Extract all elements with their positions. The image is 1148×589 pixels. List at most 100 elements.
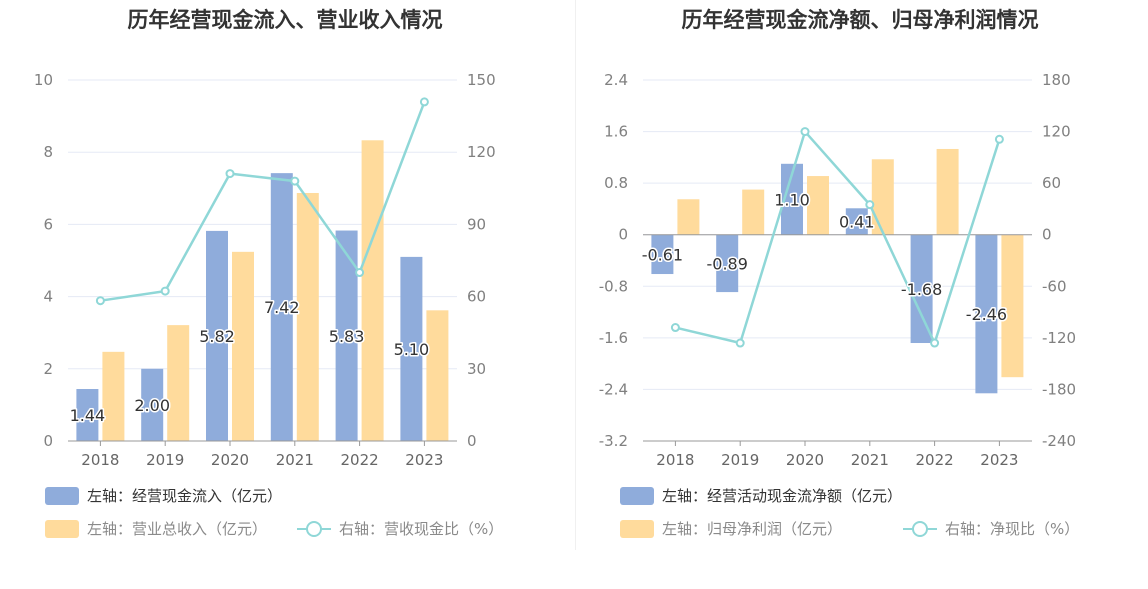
bar-orange [871,159,894,235]
data-label: -2.46 [966,305,1007,324]
chart-svg-net-cash: -3.2 -2.4 -1.6 -0.8 0 0.8 1.6 2.4 -240 -180 -120 -6… [599,71,1079,538]
legend-line-marker [306,521,322,537]
data-label: -0.61 [642,245,683,264]
line-point [419,97,429,107]
line-point [95,296,105,306]
bar-orange [361,140,384,442]
line-point [865,200,875,210]
data-label: 2.00 [134,396,170,415]
bar-blue [206,230,228,441]
bar-blue [651,234,674,275]
x-axis-tick-label: 2019 [146,451,184,469]
right-axis-tick-label: -240 [1042,432,1076,450]
left-axis-tick-label: 6 [43,215,53,233]
x-axis-tick-label: 2018 [656,451,694,469]
legend-line-marker [912,521,928,537]
left-axis-tick-label: 4 [43,288,53,306]
x-axis-tick-label: 2018 [81,451,119,469]
bar-orange [232,251,254,441]
left-axis-tick-label: -2.4 [599,380,628,398]
line-point [290,176,300,186]
legend-label: 左轴：归母净利润（亿元） [662,520,842,538]
bar-blue [975,234,998,394]
bar-blue [781,163,803,235]
left-axis-tick-label: 10 [34,71,53,89]
chart-title: 历年经营现金流净额、归母净利润情况 [681,8,1039,32]
legend-label: 左轴：经营活动现金流净额（亿元） [662,487,902,505]
right-axis-tick-label: 60 [1042,174,1061,192]
x-axis-tick-label: 2023 [405,451,443,469]
bar-blue [716,234,739,293]
line-point [160,286,170,296]
data-label: 5.82 [199,327,235,346]
chart-panel-net-cash: 历年经营现金流净额、归母净利润情况 -3.2 -2.4 -1.6 -0.8 0 0.8 1.… [580,0,1140,589]
right-axis-tick-label: 120 [467,143,496,161]
right-axis-tick-label: 0 [1042,226,1052,244]
left-axis-tick-label: 0 [43,432,53,450]
chart-svg-cash-inflow: 0 2 4 6 8 10 0 30 60 90 120 150 2018 2019 2020 2021 2022… [34,71,503,538]
x-axis-tick-label: 2023 [980,451,1018,469]
legend-label: 右轴：营收现金比（%） [339,520,503,538]
bar-blue [335,230,358,441]
line-point [800,127,810,137]
bar-orange [807,176,829,235]
bar-blue [141,368,164,441]
x-axis-tick-label: 2020 [786,451,824,469]
bar-blue [910,234,933,344]
right-axis-tick-label: 180 [1042,71,1071,89]
line-point [225,169,235,179]
x-axis-tick-label: 2021 [851,451,889,469]
right-axis-tick-label: 30 [467,360,486,378]
line-point [994,134,1004,144]
x-axis-tick-label: 2021 [276,451,314,469]
line-point [930,338,940,348]
legend-swatch [620,487,654,505]
right-axis-tick-label: -120 [1042,329,1076,347]
bar-blue [270,173,293,441]
data-label: 1.10 [774,190,810,209]
bar-blue [400,256,423,441]
bar-orange [426,310,449,441]
legend-swatch [45,487,79,505]
series-line [675,129,1001,347]
left-axis-tick-label: 2 [43,360,53,378]
x-axis-tick-label: 2022 [916,451,954,469]
data-label: 7.42 [264,298,300,317]
bar-orange [1001,234,1024,378]
right-axis-tick-label: 150 [467,71,496,89]
line-point [355,268,365,278]
data-label: 5.83 [329,327,365,346]
bar-orange [296,192,319,441]
bar-orange [677,199,700,235]
x-axis-tick-label: 2019 [721,451,759,469]
left-axis-tick-label: 0.8 [604,174,628,192]
x-axis-tick-label: 2020 [211,451,249,469]
right-axis-tick-label: -180 [1042,380,1076,398]
x-axis-tick-label: 2022 [341,451,379,469]
left-axis-tick-label: 1.6 [604,123,628,141]
panel-divider [575,0,576,550]
series-line [100,101,426,302]
legend-swatch [45,520,79,538]
line-point [735,338,745,348]
left-axis-tick-label: 2.4 [604,71,628,89]
bar-orange [102,351,125,441]
left-axis-tick-label: -3.2 [599,432,628,450]
bar-blue [76,389,99,441]
data-label: 1.44 [70,406,106,425]
bar-orange [936,148,959,235]
legend-swatch [620,520,654,538]
data-label: -0.89 [706,254,747,273]
data-label: 5.10 [394,340,430,359]
left-axis-tick-label: -0.8 [599,277,628,295]
data-label: 0.41 [839,212,875,231]
left-axis-tick-label: 0 [618,226,628,244]
line-point [670,323,680,333]
legend-label: 左轴：营业总收入（亿元） [87,520,267,538]
right-axis-tick-label: 60 [467,288,486,306]
legend-label: 右轴：净现比（%） [945,520,1079,538]
chart-title: 历年经营现金流入、营业收入情况 [127,8,443,32]
bar-orange [167,325,190,441]
left-axis-tick-label: -1.6 [599,329,628,347]
right-axis-tick-label: 120 [1042,123,1071,141]
